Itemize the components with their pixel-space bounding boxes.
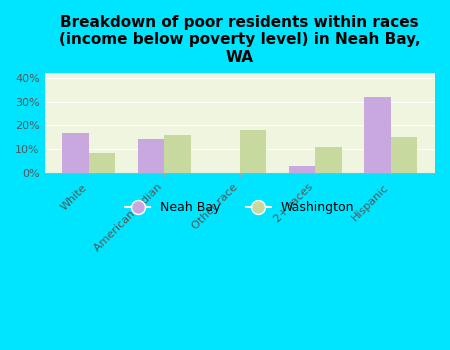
Legend: Neah Bay, Washington: Neah Bay, Washington (120, 196, 359, 219)
Bar (364, 97, 391, 173)
Title: Breakdown of poor residents within races
(income below poverty level) in Neah Ba: Breakdown of poor residents within races… (59, 15, 421, 65)
Bar (315, 147, 342, 173)
Bar (391, 137, 417, 173)
Bar (164, 135, 191, 173)
Bar (63, 133, 89, 173)
Bar (240, 130, 266, 173)
Bar (289, 166, 315, 173)
Bar (138, 139, 164, 173)
Bar (89, 153, 115, 173)
